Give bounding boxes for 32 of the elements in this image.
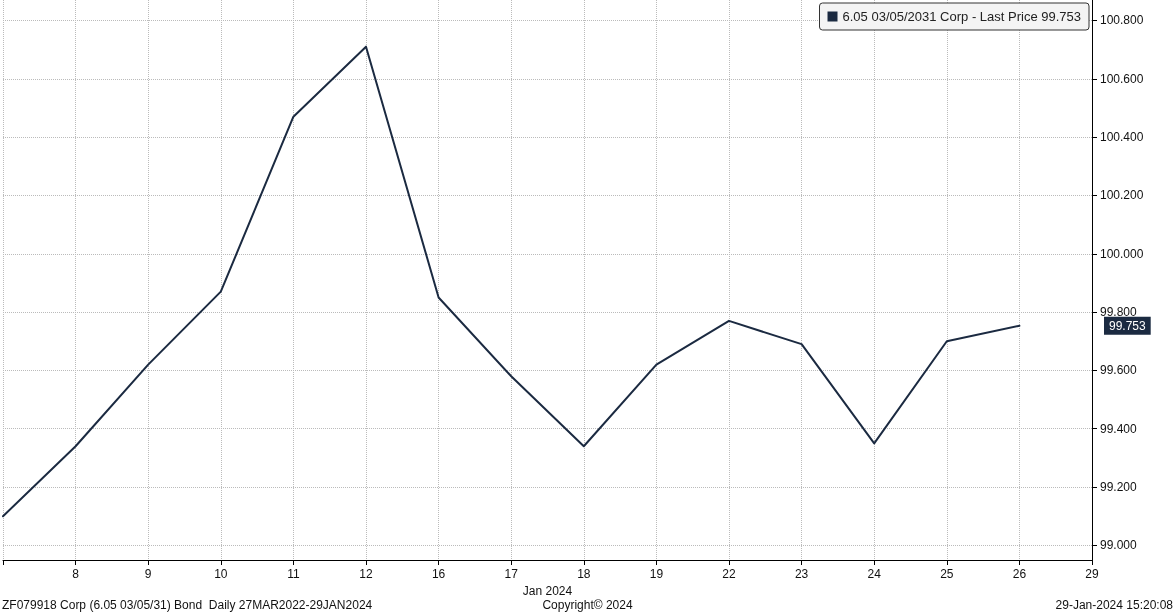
x-tick-label: 22 [722,567,736,581]
y-tick-label: 99.600 [1100,363,1138,378]
legend-label: 6.05 03/05/2031 Corp - Last Price 99.753 [842,9,1082,24]
x-tick-label: 16 [431,567,446,581]
y-tick-label: 100.400 [1100,130,1144,145]
x-tick-label: 17 [504,567,519,581]
x-tick-label: 9 [144,567,152,581]
y-tick-label: 100.000 [1100,246,1144,261]
text: 99.753 [1109,318,1147,333]
x-tick-label: 8 [72,567,80,581]
x-tick-label: 10 [214,567,228,581]
x-tick-label: 11 [287,567,300,581]
x-tick-label: 19 [649,567,664,581]
y-tick-label: 99.000 [1100,538,1138,553]
line-series [2,45,1021,518]
y-tick-label: 99.200 [1100,480,1138,495]
text: Copyright© 2024 [542,598,633,612]
text: ZF079918 Corp (6.05 03/05/31) Bond Daily 27MAR2022-29JAN2024 [2,598,373,612]
x-tick-label: 23 [794,567,809,581]
x-axis-title: Jan 2024 [522,583,573,598]
x-tick-label: 24 [867,567,882,581]
x-tick-label: 18 [577,567,591,581]
x-tick-label: 29 [1085,567,1099,581]
x-tick-label: 26 [1012,567,1027,581]
y-tick-label: 99.400 [1100,421,1138,436]
y-tick-label: 99.800 [1100,305,1138,320]
x-tick-label: 12 [359,567,373,581]
y-tick-label: 100.600 [1100,71,1144,86]
x-tick-label: 25 [940,567,954,581]
y-tick-label: 100.200 [1100,188,1144,203]
text: 29-Jan-2024 15:20:08 [1055,598,1174,612]
y-tick-label: 100.800 [1100,13,1144,28]
